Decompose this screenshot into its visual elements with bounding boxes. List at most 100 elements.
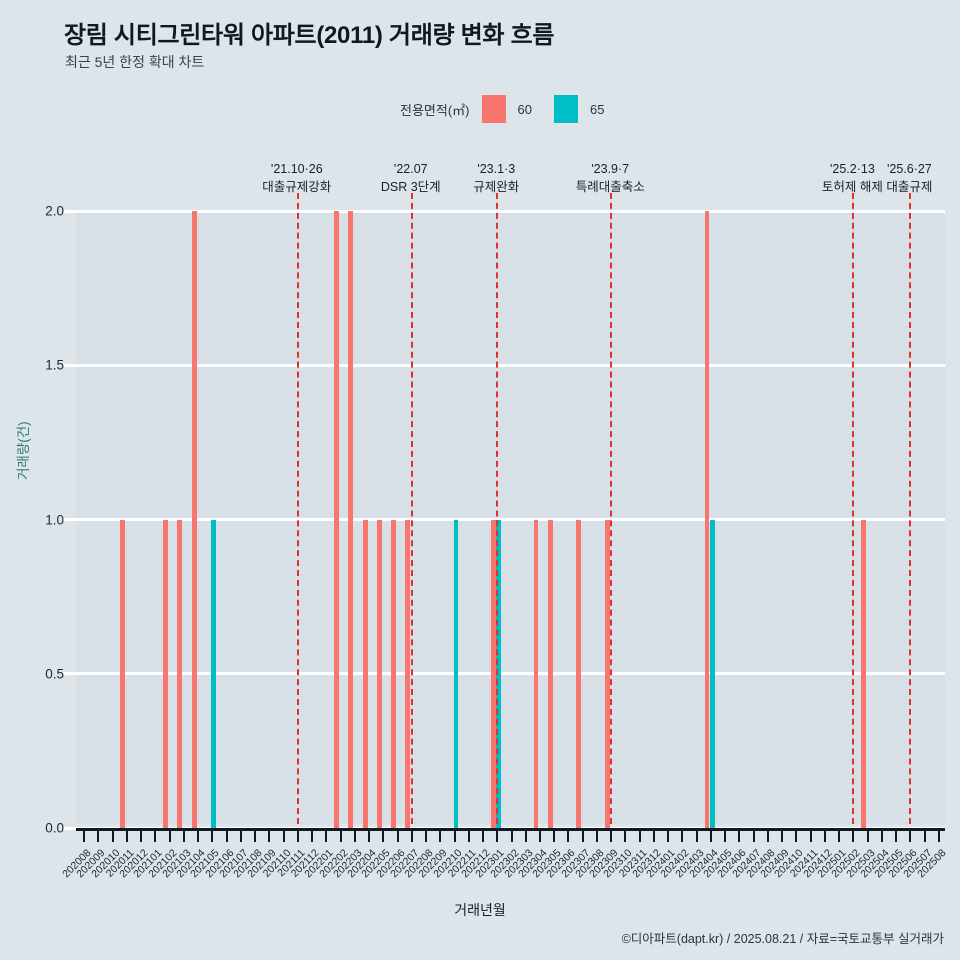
x-tick	[111, 831, 114, 842]
x-tick	[795, 831, 798, 842]
event-date: '21.10·26	[270, 162, 323, 176]
legend-swatch-65	[553, 95, 578, 123]
x-axis-label: 거래년월	[454, 902, 506, 918]
x-tick	[852, 831, 855, 842]
x-tick	[311, 831, 314, 842]
bar	[391, 519, 397, 828]
event-line	[610, 193, 613, 824]
gridline	[62, 518, 945, 521]
legend: 전용면적(㎡) 60 65	[400, 95, 604, 123]
event-line	[852, 193, 855, 824]
x-tick	[752, 831, 755, 842]
x-tick	[182, 831, 185, 842]
event-date: '25.2·13	[829, 162, 875, 176]
y-tick-label: 1.5	[45, 357, 64, 373]
x-axis-line	[76, 828, 945, 831]
x-tick	[823, 831, 826, 842]
x-tick	[410, 831, 413, 842]
event-date: '22.07	[393, 162, 428, 176]
event-line	[296, 193, 299, 824]
x-tick	[538, 831, 541, 842]
legend-label-60: 60	[517, 101, 532, 117]
x-tick	[695, 831, 698, 842]
event-line	[909, 193, 912, 824]
x-tick	[866, 831, 869, 842]
x-tick	[467, 831, 470, 842]
x-tick	[439, 831, 442, 842]
x-tick	[382, 831, 385, 842]
bar	[376, 519, 382, 828]
x-tick	[652, 831, 655, 842]
x-tick	[738, 831, 741, 842]
x-tick	[482, 831, 484, 842]
legend-title: 전용면적(㎡)	[400, 102, 470, 118]
x-tick	[510, 831, 513, 842]
x-tick	[254, 831, 257, 842]
x-tick	[353, 831, 356, 842]
event-date: '25.6·27	[886, 162, 932, 176]
bar	[861, 519, 867, 828]
event-label: '22.07 DSR 3단계	[381, 160, 441, 196]
x-tick	[766, 831, 769, 842]
event-name: 규제완화	[473, 180, 520, 195]
x-tick	[595, 831, 598, 842]
event-name: 대출규제	[886, 180, 933, 195]
event-name: 토허제 해제	[821, 180, 883, 195]
y-tick-label: 2.0	[45, 203, 64, 219]
bar	[211, 519, 217, 828]
x-tick	[168, 831, 171, 842]
gridline	[62, 672, 945, 676]
bar	[490, 519, 496, 828]
event-label: '23.1·3 규제완화	[473, 160, 519, 196]
bar	[348, 211, 354, 828]
x-tick	[880, 831, 883, 842]
event-line	[410, 193, 413, 824]
y-axis-label: 거래량(건)	[16, 421, 31, 480]
x-tick	[781, 831, 784, 842]
x-tick	[937, 831, 940, 842]
event-date: '23.9·7	[591, 162, 630, 176]
bar	[362, 519, 368, 828]
bar	[547, 519, 553, 828]
bar	[709, 519, 715, 828]
x-tick	[681, 831, 684, 842]
x-tick	[524, 831, 527, 842]
gridline	[62, 209, 945, 213]
bar	[163, 519, 169, 828]
x-tick	[923, 831, 926, 842]
x-tick	[125, 831, 128, 842]
x-tick	[895, 831, 898, 842]
event-line	[496, 193, 499, 824]
bar	[120, 519, 126, 828]
x-tick	[83, 831, 86, 842]
bar	[704, 211, 710, 828]
legend-label-65: 65	[589, 101, 605, 117]
x-tick	[239, 831, 242, 842]
y-tick-label: 1.0	[45, 512, 64, 527]
event-date: '23.1·3	[477, 162, 516, 176]
x-tick	[567, 831, 570, 842]
x-tick	[709, 831, 712, 842]
event-name: 대출규제강화	[262, 180, 332, 195]
x-tick	[140, 831, 143, 842]
chart-title: 장림 시티그린타워 아파트(2011) 거래량 변화 흐름	[64, 22, 555, 49]
bar	[576, 519, 582, 828]
bar	[453, 519, 459, 828]
x-tick	[268, 831, 271, 842]
plot-area: 202008 202009 202010 202011 202012 202101 2021…	[60, 193, 948, 880]
chart-subtitle: 최근 5년 한정 확대 차트	[65, 54, 205, 70]
x-tick	[624, 831, 627, 842]
gridline	[62, 363, 945, 367]
x-tick	[211, 831, 214, 842]
bar	[191, 211, 197, 828]
x-tick	[496, 831, 499, 842]
x-tick	[225, 831, 228, 842]
x-tick	[581, 831, 584, 842]
x-tick	[724, 831, 727, 842]
x-tick	[638, 831, 641, 842]
x-tick	[838, 831, 841, 842]
x-tick	[282, 831, 285, 842]
plot-background	[76, 211, 945, 824]
event-label: '25.2·13 토허제 해제	[822, 160, 883, 196]
